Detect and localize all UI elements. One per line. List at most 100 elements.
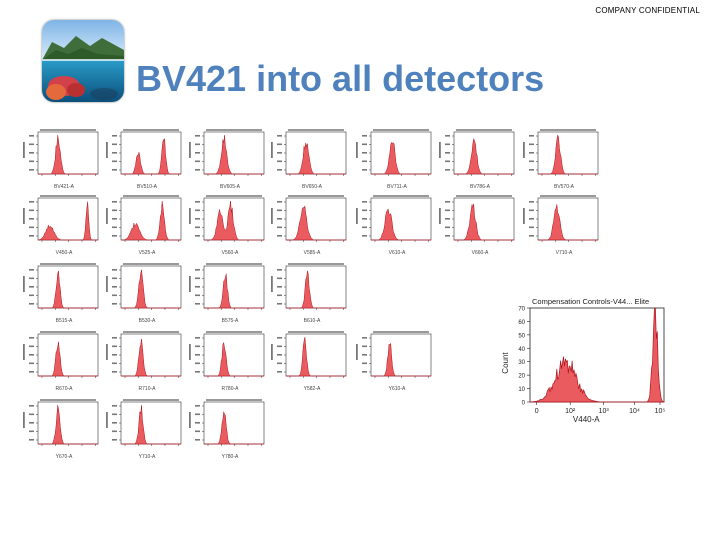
histogram-area [286, 204, 346, 241]
x-axis-label: V525-A [139, 250, 156, 256]
y-axis-label [271, 276, 273, 292]
y-tick-label [362, 201, 367, 203]
histogram-panel: Y582-A [270, 330, 350, 394]
panel-header-text [206, 399, 262, 401]
y-axis-label [189, 276, 191, 292]
y-tick-label [445, 201, 450, 203]
y-tick-label [29, 439, 34, 441]
y-axis-label [356, 142, 358, 158]
histogram-panel: BV650-A [270, 128, 350, 192]
y-tick-label [29, 371, 34, 373]
panel-header-text [456, 129, 512, 131]
y-tick-label [195, 294, 200, 297]
x-axis-label: BV510-A [137, 184, 158, 190]
x-axis-label: BV711-A [387, 184, 407, 190]
x-axis-label: B530-A [139, 318, 156, 324]
y-tick-label [195, 371, 200, 373]
panel-header-text [288, 331, 344, 333]
panel-background [105, 128, 185, 192]
y-axis-label [23, 142, 25, 158]
y-tick-label [112, 422, 117, 424]
y-tick-label [277, 277, 282, 280]
histogram-panel: BV421-A [22, 128, 102, 192]
histogram-panel: Y610-A [355, 330, 435, 394]
panel-header-text [123, 331, 179, 333]
x-axis-label: BV570-A [554, 184, 575, 190]
x-axis-label: Y670-A [56, 454, 73, 460]
y-tick-label [277, 269, 282, 271]
x-axis-label: V560-A [222, 250, 239, 256]
y-tick-label [529, 143, 534, 146]
y-axis-label [23, 208, 25, 224]
zoom-y-tick-label: 40 [518, 347, 525, 353]
y-tick-label [362, 337, 367, 339]
histogram-panel: V660-A [438, 194, 518, 258]
y-tick-label [445, 143, 450, 146]
y-tick-label [362, 226, 367, 229]
y-tick-label [29, 345, 34, 348]
panel-background [22, 398, 102, 462]
y-tick-label [29, 294, 34, 297]
panel-header-text [288, 129, 344, 131]
panel-background [22, 262, 102, 326]
y-tick-label [529, 169, 534, 171]
y-tick-label [195, 169, 200, 171]
y-tick-label [277, 337, 282, 339]
y-tick-label [112, 430, 117, 433]
x-axis-label: B575-A [222, 318, 239, 324]
y-tick-label [362, 235, 367, 237]
y-tick-label [195, 135, 200, 137]
panel-header-text [373, 129, 429, 131]
y-tick-label [277, 226, 282, 229]
zoom-x-axis-label: V440-A [573, 415, 600, 424]
y-tick-label [529, 135, 534, 137]
y-tick-label [195, 226, 200, 229]
zoom-histogram-area [529, 307, 665, 403]
y-tick-label [195, 303, 200, 305]
y-tick-label [277, 152, 282, 154]
histogram-area [38, 201, 98, 241]
y-tick-label [112, 201, 117, 203]
x-axis-label: B610-A [304, 318, 321, 324]
histogram-area [538, 204, 598, 241]
histogram-panel: V450-A [22, 194, 102, 258]
histogram-panel: BV570-A [522, 128, 602, 192]
panel-background [22, 194, 102, 258]
histogram-panel: V525-A [105, 194, 185, 258]
y-tick-label [29, 226, 34, 229]
y-axis-label [523, 208, 525, 224]
y-tick-label [29, 430, 34, 433]
panel-header-text [40, 263, 96, 265]
zoom-x-tick-label: 0 [535, 408, 539, 415]
histogram-panel: V560-A [188, 194, 268, 258]
panel-header-text [373, 331, 429, 333]
histogram-area [371, 142, 431, 175]
panel-background [270, 128, 350, 192]
x-axis-label: V585-A [304, 250, 321, 256]
y-axis-label [189, 344, 191, 360]
histogram-area [38, 270, 98, 309]
y-tick-label [112, 286, 117, 288]
y-tick-label [277, 235, 282, 237]
histogram-area [538, 134, 598, 175]
y-tick-label [195, 362, 200, 365]
panel-background [105, 398, 185, 462]
y-tick-label [112, 439, 117, 441]
y-tick-label [362, 362, 367, 365]
panel-background [188, 398, 268, 462]
y-tick-label [112, 371, 117, 373]
histogram-panel: BV605-A [188, 128, 268, 192]
histogram-panel: R670-A [22, 330, 102, 394]
panel-header-text [40, 129, 96, 131]
y-tick-label [112, 169, 117, 171]
y-tick-label [195, 345, 200, 348]
y-tick-label [277, 218, 282, 220]
panel-background [438, 194, 518, 258]
y-axis-label [356, 344, 358, 360]
y-axis-label [106, 142, 108, 158]
y-tick-label [445, 152, 450, 154]
company-logo [42, 20, 124, 102]
y-tick-label [529, 226, 534, 229]
histogram-area [121, 405, 181, 445]
y-tick-label [195, 277, 200, 280]
